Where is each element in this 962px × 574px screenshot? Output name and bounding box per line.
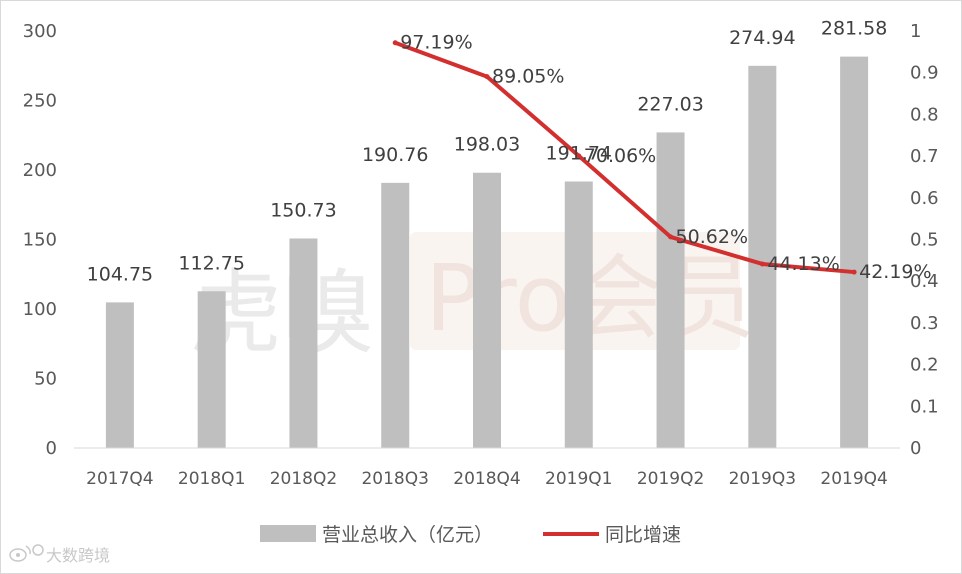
legend-swatch-bar (260, 525, 316, 542)
left-tick-label: 50 (34, 369, 57, 390)
category-label: 2018Q1 (178, 469, 245, 489)
left-tick-label: 250 (23, 91, 57, 112)
line-series (392, 40, 857, 275)
bar-data-label: 112.75 (178, 252, 244, 274)
bar-data-label: 150.73 (270, 199, 336, 221)
bar-data-label: 104.75 (87, 263, 153, 285)
credit: 大数跨境 (9, 544, 110, 565)
line-data-label: 44.13% (767, 253, 839, 275)
line-data-labels: 97.19% 89.05% 70.06% 50.62% 44.13% 42.19% (400, 32, 931, 283)
bar-2019Q2 (656, 132, 685, 449)
right-tick-label: 0.8 (910, 104, 939, 125)
category-axis: 2017Q4 2018Q1 2018Q2 2018Q3 2018Q4 2019Q1 2019… (86, 469, 888, 489)
category-label: 2018Q4 (453, 469, 520, 489)
left-tick-label: 100 (23, 299, 57, 320)
right-tick-label: 0.6 (910, 188, 939, 209)
bar-data-label: 191.74 (546, 142, 612, 164)
category-label: 2019Q4 (820, 469, 887, 489)
bar-data-label: 281.58 (821, 18, 887, 40)
bar-data-label: 227.03 (637, 93, 703, 115)
right-tick-label: 0.3 (910, 313, 939, 334)
bar-series (105, 56, 869, 449)
left-tick-label: 0 (46, 438, 57, 459)
bar-2017Q4 (105, 302, 134, 448)
line-data-label: 50.62% (676, 226, 748, 248)
weibo-icon (9, 545, 31, 562)
growth-point-2018Q4 (484, 74, 490, 80)
bar-data-label: 274.94 (729, 27, 795, 49)
growth-point-2019Q1 (576, 153, 582, 159)
bar-data-label: 190.76 (362, 144, 428, 166)
right-tick-label: 0.7 (910, 146, 939, 167)
left-tick-label: 300 (23, 21, 57, 42)
right-tick-label: 1 (910, 21, 921, 42)
bar-2019Q1 (564, 181, 593, 449)
category-label: 2019Q2 (637, 469, 704, 489)
growth-point-2019Q4 (851, 269, 857, 275)
line-data-label: 70.06% (584, 145, 656, 167)
bar-2018Q1 (197, 291, 226, 448)
legend-label-bar: 营业总收入（亿元） (322, 524, 493, 546)
left-tick-label: 200 (23, 160, 57, 181)
category-label: 2018Q2 (270, 469, 337, 489)
bar-2018Q4 (473, 172, 501, 449)
growth-point-2018Q3 (392, 40, 398, 46)
right-tick-label: 0.4 (910, 271, 939, 292)
bar-2019Q3 (748, 65, 777, 448)
category-label: 2017Q4 (86, 469, 153, 489)
right-tick-label: 0 (910, 438, 921, 459)
logo-icon (32, 544, 44, 556)
growth-line (394, 40, 855, 275)
bar-data-labels: 104.75 112.75 150.73 190.76 198.03 191.74 227.… (87, 18, 888, 286)
left-axis: 0 50 100 150 200 250 300 (23, 21, 57, 459)
right-tick-label: 0.5 (910, 230, 939, 251)
bar-data-label: 198.03 (454, 134, 520, 156)
legend: 营业总收入（亿元） 同比增速 (260, 524, 681, 546)
left-tick-label: 150 (23, 230, 57, 251)
right-tick-label: 0.9 (910, 63, 939, 84)
line-data-label: 97.19% (400, 32, 472, 54)
credit-text: 大数跨境 (46, 546, 110, 565)
category-label: 2018Q3 (361, 469, 428, 489)
growth-point-2019Q3 (759, 261, 765, 267)
bar-2018Q2 (289, 238, 318, 448)
legend-label-line: 同比增速 (605, 524, 681, 546)
category-label: 2019Q1 (545, 469, 612, 489)
line-data-label: 42.19% (859, 261, 931, 283)
bar-2018Q3 (381, 182, 410, 448)
bar-2019Q4 (840, 56, 869, 449)
right-axis: 0 0.1 0.2 0.3 0.4 0.5 0.6 0.7 0.8 0.9 1 (910, 21, 939, 459)
category-label: 2019Q3 (729, 469, 796, 489)
right-tick-label: 0.1 (910, 396, 939, 417)
growth-point-2019Q2 (668, 234, 674, 240)
right-tick-label: 0.2 (910, 355, 939, 376)
line-data-label: 89.05% (492, 66, 564, 88)
